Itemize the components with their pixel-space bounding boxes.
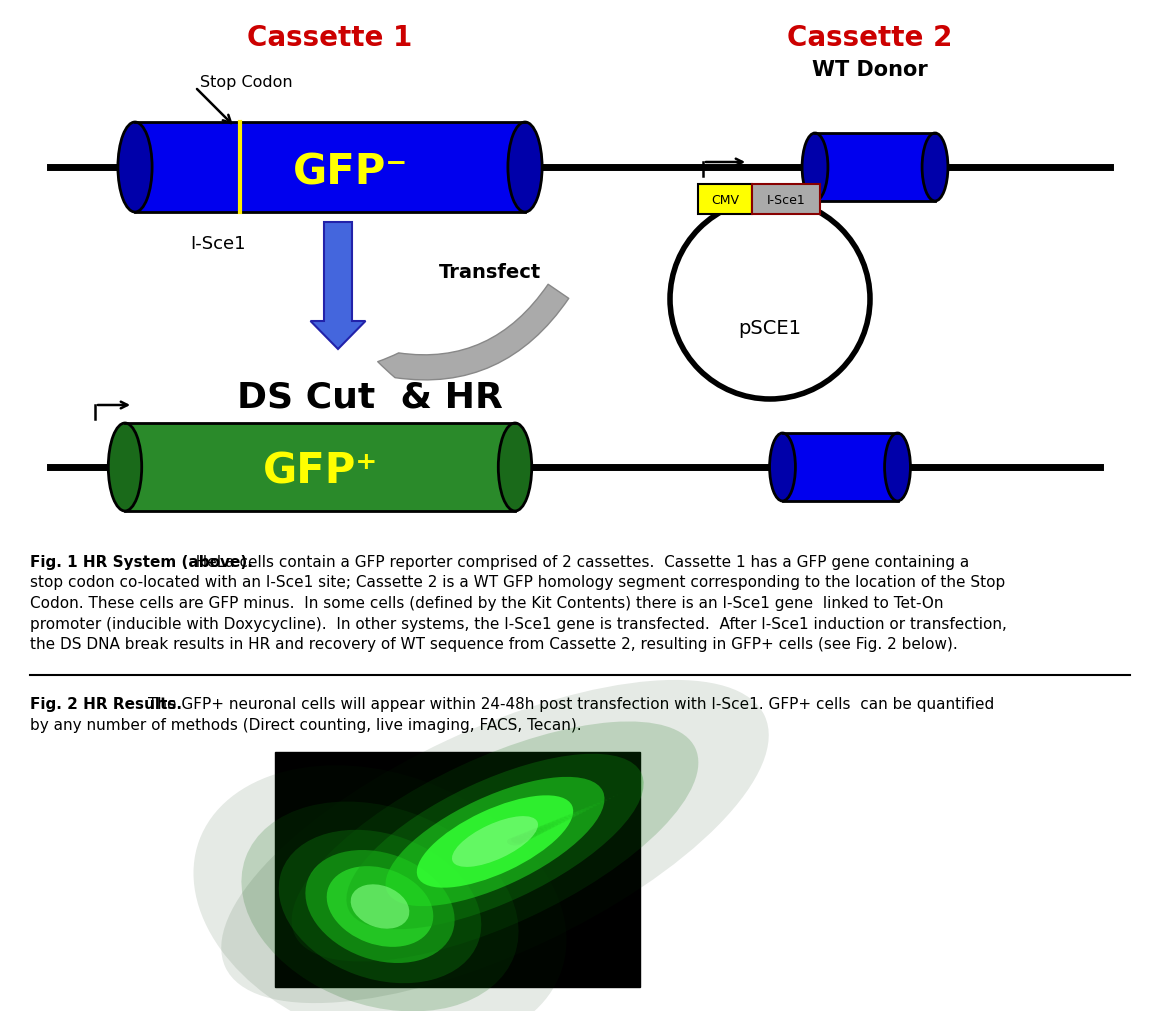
Ellipse shape — [555, 819, 565, 823]
Text: Fig. 1 HR System (above).: Fig. 1 HR System (above). — [30, 554, 253, 569]
Text: The GFP+ neuronal cells will appear within 24-48h post transfection with I-Sce1.: The GFP+ neuronal cells will appear with… — [149, 697, 995, 712]
Text: I-Sce1: I-Sce1 — [767, 193, 805, 206]
Text: Cassette 2: Cassette 2 — [788, 24, 953, 52]
Bar — [275, 752, 640, 987]
Ellipse shape — [498, 424, 532, 512]
Text: the DS DNA break results in HR and recovery of WT sequence from Cassette 2, resu: the DS DNA break results in HR and recov… — [30, 636, 957, 651]
Text: Fig. 2 HR Results.: Fig. 2 HR Results. — [30, 697, 187, 712]
Ellipse shape — [351, 885, 409, 929]
Ellipse shape — [528, 830, 540, 836]
Ellipse shape — [923, 133, 948, 202]
Bar — [782, 434, 897, 501]
Ellipse shape — [593, 805, 597, 807]
Ellipse shape — [547, 822, 558, 827]
Ellipse shape — [609, 798, 611, 799]
Text: WT Donor: WT Donor — [812, 60, 928, 80]
Bar — [135, 123, 525, 212]
Text: Cassette 1: Cassette 1 — [248, 24, 413, 52]
Ellipse shape — [560, 817, 568, 822]
Ellipse shape — [596, 803, 601, 805]
Ellipse shape — [523, 831, 537, 838]
Ellipse shape — [604, 800, 608, 801]
FancyArrowPatch shape — [378, 285, 568, 380]
Ellipse shape — [508, 123, 543, 212]
Text: I-Sce1: I-Sce1 — [191, 235, 245, 253]
Ellipse shape — [327, 866, 433, 947]
Ellipse shape — [584, 808, 590, 811]
Ellipse shape — [108, 424, 142, 512]
Ellipse shape — [580, 809, 587, 812]
Ellipse shape — [544, 823, 554, 829]
Ellipse shape — [802, 133, 827, 202]
Ellipse shape — [346, 754, 644, 929]
Ellipse shape — [568, 814, 575, 818]
Ellipse shape — [511, 836, 526, 844]
Ellipse shape — [884, 434, 910, 501]
Ellipse shape — [452, 816, 538, 867]
Ellipse shape — [386, 777, 604, 906]
Text: Codon. These cells are GFP minus.  In some cells (defined by the Kit Contents) t: Codon. These cells are GFP minus. In som… — [30, 595, 944, 611]
Ellipse shape — [531, 828, 544, 834]
Ellipse shape — [552, 820, 561, 825]
Bar — [698, 185, 752, 214]
Ellipse shape — [221, 680, 769, 1003]
Ellipse shape — [117, 123, 152, 212]
Ellipse shape — [588, 806, 594, 809]
Bar — [752, 185, 820, 214]
Text: promoter (inducible with Doxycycline).  In other systems, the I-Sce1 gene is tra: promoter (inducible with Doxycycline). I… — [30, 616, 1007, 631]
Text: CMV: CMV — [711, 193, 739, 206]
Ellipse shape — [515, 834, 530, 842]
Text: DS Cut  & HR: DS Cut & HR — [237, 380, 503, 415]
Text: pSCE1: pSCE1 — [739, 318, 802, 337]
Bar — [125, 424, 515, 512]
Ellipse shape — [601, 802, 604, 803]
Text: Transfect: Transfect — [439, 262, 541, 281]
Ellipse shape — [572, 812, 580, 816]
Text: by any number of methods (Direct counting, live imaging, FACS, Tecan).: by any number of methods (Direct countin… — [30, 717, 582, 732]
FancyArrow shape — [310, 222, 366, 350]
Bar — [815, 133, 935, 202]
Ellipse shape — [539, 825, 551, 831]
Ellipse shape — [292, 722, 698, 961]
Ellipse shape — [769, 434, 796, 501]
Ellipse shape — [242, 802, 518, 1011]
Ellipse shape — [536, 827, 547, 833]
Ellipse shape — [417, 796, 573, 888]
Text: Stop Codon: Stop Codon — [200, 75, 293, 89]
Ellipse shape — [306, 850, 454, 963]
Ellipse shape — [507, 838, 523, 845]
Ellipse shape — [576, 811, 583, 814]
Text: HeLa cells contain a GFP reporter comprised of 2 cassettes.  Cassette 1 has a GF: HeLa cells contain a GFP reporter compri… — [186, 554, 969, 569]
Ellipse shape — [519, 833, 533, 840]
Text: stop codon co-located with an I-Sce1 site; Cassette 2 is a WT GFP homology segme: stop codon co-located with an I-Sce1 sit… — [30, 575, 1005, 589]
Ellipse shape — [279, 830, 481, 984]
Text: GFP⁺: GFP⁺ — [263, 451, 378, 492]
Ellipse shape — [194, 765, 567, 1011]
Ellipse shape — [564, 816, 572, 820]
Text: GFP⁻: GFP⁻ — [293, 151, 408, 193]
